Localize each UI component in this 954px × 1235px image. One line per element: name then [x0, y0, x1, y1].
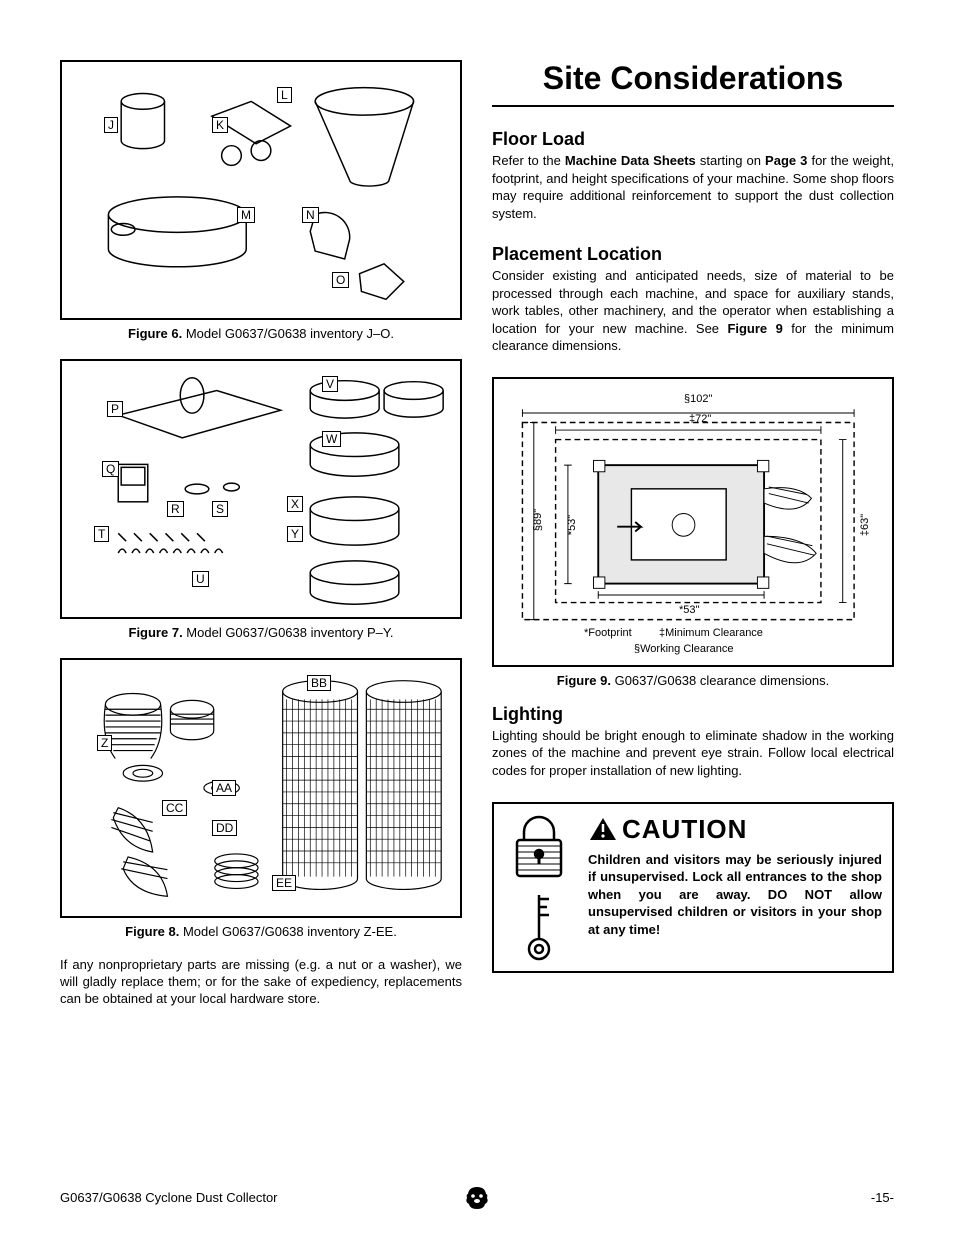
- legend-min: ‡Minimum Clearance: [659, 627, 763, 639]
- inv-label: W: [322, 431, 341, 447]
- footer-logo-icon: [463, 1184, 491, 1212]
- inv-label: P: [107, 401, 123, 417]
- figure-7-box: P Q R S T U V W X Y: [60, 359, 462, 619]
- figure-9-box: §102" ‡72" §89" *53" ‡63" *53" *Footprin…: [492, 377, 894, 667]
- figure-6-diagram: [62, 62, 460, 318]
- dim-bottom: *53": [679, 604, 699, 616]
- dim-top-inner: ‡72": [689, 413, 711, 425]
- dim-left-outer: §89": [532, 509, 544, 531]
- inv-label: Y: [287, 526, 303, 542]
- inv-label: Q: [102, 461, 119, 477]
- caution-box: CAUTION Children and visitors may be ser…: [492, 802, 894, 973]
- inv-label: L: [277, 87, 292, 103]
- figure-7-caption: Figure 7. Model G0637/G0638 inventory P–…: [60, 625, 462, 640]
- caution-title: CAUTION: [588, 814, 882, 845]
- warning-triangle-icon: [588, 816, 618, 842]
- inv-label: AA: [212, 780, 236, 796]
- key-icon: [519, 891, 559, 961]
- inv-label: T: [94, 526, 109, 542]
- inv-label: BB: [307, 675, 331, 691]
- page-columns: J K L M N O Figure 6. Model G0637/G0638 …: [60, 60, 894, 1008]
- figure-6-box: J K L M N O: [60, 60, 462, 320]
- padlock-icon: [509, 814, 569, 879]
- dim-top-outer: §102": [684, 393, 712, 405]
- legend-footprint: *Footprint: [584, 627, 632, 639]
- dim-left-inner: *53": [566, 515, 578, 535]
- left-column: J K L M N O Figure 6. Model G0637/G0638 …: [60, 60, 462, 1008]
- inv-label: R: [167, 501, 184, 517]
- inv-label: Z: [97, 735, 112, 751]
- inv-label: K: [212, 117, 228, 133]
- inv-label: M: [237, 207, 255, 223]
- inv-label: CC: [162, 800, 187, 816]
- placement-text: Consider existing and anticipated needs,…: [492, 267, 894, 355]
- caution-body: CAUTION Children and visitors may be ser…: [588, 814, 882, 961]
- page-footer: G0637/G0638 Cyclone Dust Collector -15-: [60, 1190, 894, 1205]
- inv-label: U: [192, 571, 209, 587]
- floor-load-heading: Floor Load: [492, 129, 894, 150]
- inv-label: X: [287, 496, 303, 512]
- right-column: Site Considerations Floor Load Refer to …: [492, 60, 894, 1008]
- legend-working: §Working Clearance: [634, 643, 733, 655]
- inv-label: V: [322, 376, 338, 392]
- inv-label: O: [332, 272, 349, 288]
- footer-left: G0637/G0638 Cyclone Dust Collector: [60, 1190, 278, 1205]
- inv-label: S: [212, 501, 228, 517]
- lighting-heading: Lighting: [492, 704, 894, 725]
- caution-text: Children and visitors may be seriously i…: [588, 851, 882, 939]
- figure-6-caption: Figure 6. Model G0637/G0638 inventory J–…: [60, 326, 462, 341]
- figure-8-box: Z AA BB CC DD EE: [60, 658, 462, 918]
- dim-right: ‡63": [859, 514, 871, 536]
- inv-label: J: [104, 117, 118, 133]
- figure-7-diagram: [62, 361, 460, 617]
- inv-label: EE: [272, 875, 296, 891]
- figure-8-diagram: [62, 660, 460, 916]
- figure-8-caption: Figure 8. Model G0637/G0638 inventory Z-…: [60, 924, 462, 939]
- lighting-text: Lighting should be bright enough to elim…: [492, 727, 894, 780]
- footer-right: -15-: [871, 1190, 894, 1205]
- floor-load-text: Refer to the Machine Data Sheets startin…: [492, 152, 894, 222]
- caution-icons: [504, 814, 574, 961]
- page-title: Site Considerations: [492, 60, 894, 107]
- figure-9-caption: Figure 9. G0637/G0638 clearance dimensio…: [492, 673, 894, 688]
- parts-paragraph: If any nonproprietary parts are missing …: [60, 957, 462, 1008]
- inv-label: DD: [212, 820, 237, 836]
- placement-heading: Placement Location: [492, 244, 894, 265]
- inv-label: N: [302, 207, 319, 223]
